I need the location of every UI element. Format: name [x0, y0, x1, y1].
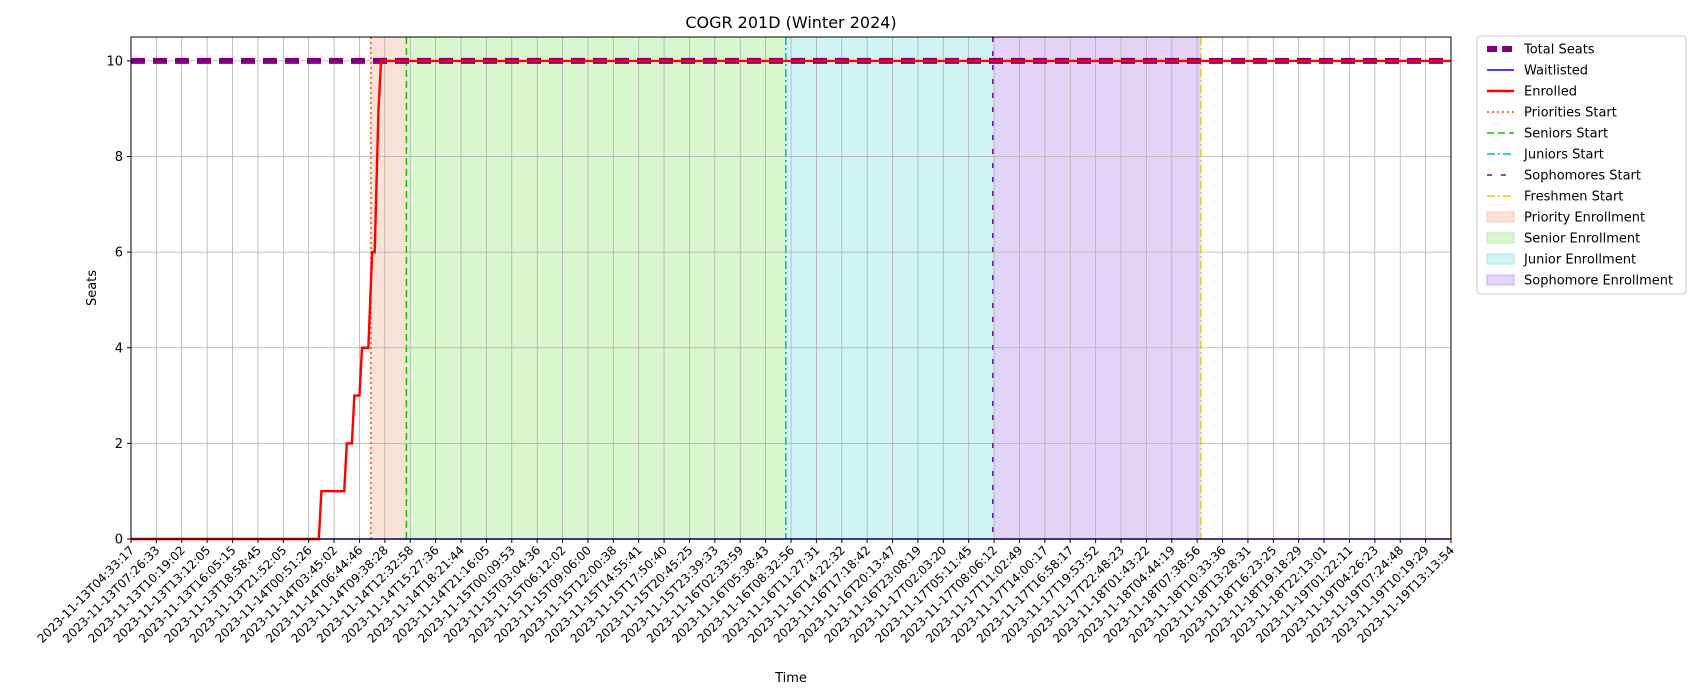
x-axis-label: Time: [774, 671, 807, 686]
legend-swatch-10: [1486, 253, 1515, 265]
y-tick-label-3: 6: [115, 246, 123, 261]
chart-title: COGR 201D (Winter 2024): [685, 13, 896, 32]
y-axis-ticks: 0 2 4 6 8 10: [106, 54, 131, 548]
y-tick-label-4: 8: [115, 150, 123, 165]
span-1: [406, 37, 786, 539]
legend-swatch-11: [1486, 274, 1515, 286]
y-axis-label: Seats: [85, 270, 100, 306]
legend-label-3: Priorities Start: [1524, 106, 1617, 121]
legend: Total Seats Waitlisted Enrolled Priorities …: [1476, 35, 1687, 295]
y-tick-label-5: 10: [106, 54, 123, 69]
x-axis-ticks: 2023-11-13T04:33:172023-11-13T07:26:3320…: [35, 539, 1457, 646]
legend-label-9: Senior Enrollment: [1524, 232, 1640, 247]
series-line-2: [131, 59, 1451, 541]
legend-label-4: Seniors Start: [1524, 127, 1608, 142]
y-tick-label-1: 2: [115, 437, 123, 452]
legend-swatch-8: [1486, 211, 1515, 223]
y-tick-label-0: 0: [115, 533, 123, 548]
legend-label-8: Priority Enrollment: [1524, 211, 1645, 226]
legend-label-10: Junior Enrollment: [1523, 253, 1636, 268]
legend-swatch-9: [1486, 232, 1515, 244]
span-2: [785, 37, 993, 539]
legend-label-6: Sophomores Start: [1524, 169, 1641, 184]
legend-label-1: Waitlisted: [1524, 64, 1588, 79]
grid: [130, 37, 1452, 540]
legend-label-11: Sophomore Enrollment: [1524, 274, 1673, 289]
legend-label-7: Freshmen Start: [1524, 190, 1623, 205]
y-tick-label-2: 4: [115, 341, 123, 356]
span-0: [370, 37, 407, 539]
legend-label-5: Juniors Start: [1523, 148, 1604, 163]
legend-frame: [1476, 35, 1687, 295]
span-3: [992, 37, 1201, 539]
legend-label-2: Enrolled: [1524, 85, 1577, 100]
enrollment-spans: [370, 37, 1201, 539]
legend-label-0: Total Seats: [1523, 43, 1595, 58]
